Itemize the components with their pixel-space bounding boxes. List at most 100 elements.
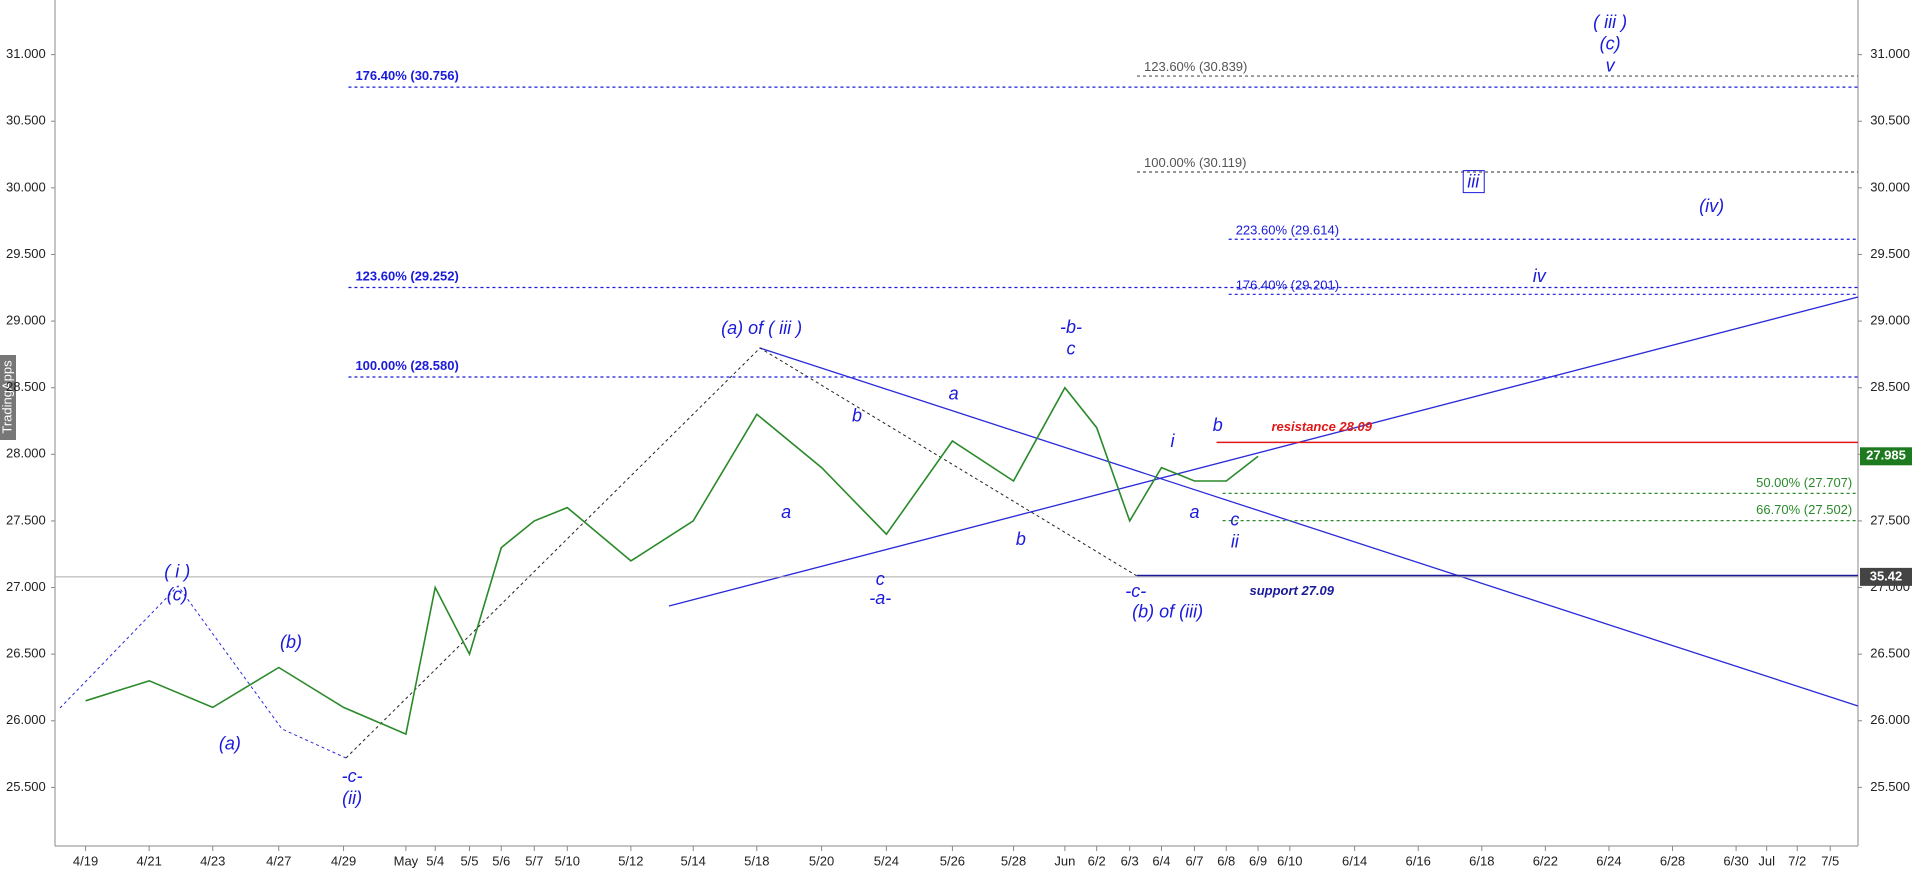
y-tick-label: 27.500: [6, 512, 46, 527]
y-tick-label: 30.000: [1870, 179, 1910, 194]
y-tick-label: 29.500: [6, 246, 46, 261]
wave-label: a: [949, 384, 959, 404]
x-tick-label: 6/10: [1277, 853, 1302, 868]
watermark: TradingApps: [0, 360, 14, 434]
y-tick-label: 30.500: [6, 113, 46, 128]
x-tick-label: Jun: [1054, 853, 1075, 868]
x-tick-label: 6/8: [1217, 853, 1235, 868]
x-tick-label: 5/10: [555, 853, 580, 868]
y-tick-label: 26.500: [6, 646, 46, 661]
last-price-label: 27.985: [1866, 448, 1906, 463]
x-tick-label: 6/9: [1249, 853, 1267, 868]
x-tick-label: May: [394, 853, 419, 868]
x-tick-label: 4/27: [266, 853, 291, 868]
y-tick-label: 26.000: [1870, 712, 1910, 727]
x-tick-label: 5/26: [940, 853, 965, 868]
wave-label: (ii): [342, 788, 362, 808]
x-tick-label: 6/16: [1406, 853, 1431, 868]
y-tick-label: 29.500: [1870, 246, 1910, 261]
wave-label: -b-: [1060, 317, 1082, 337]
y-tick-label: 26.000: [6, 712, 46, 727]
wave-label: iv: [1533, 266, 1547, 286]
wave-label: (c): [1600, 34, 1621, 54]
x-tick-label: 7/5: [1821, 853, 1839, 868]
x-tick-label: 4/29: [331, 853, 356, 868]
x-tick-label: 5/12: [618, 853, 643, 868]
y-tick-label: 30.500: [1870, 113, 1910, 128]
wave-label: (b) of (iii): [1132, 602, 1203, 622]
wave-label: (b): [280, 632, 302, 652]
crosshair-label: 35.42: [1870, 568, 1903, 583]
level-label: 66.70% (27.502): [1756, 502, 1852, 517]
watermark-bg: [0, 355, 16, 440]
x-tick-label: 6/2: [1088, 853, 1106, 868]
x-tick-label: 4/21: [137, 853, 162, 868]
wave-label: b: [1213, 415, 1223, 435]
x-tick-label: 6/24: [1596, 853, 1621, 868]
y-tick-label: 27.000: [6, 579, 46, 594]
y-tick-label: 30.000: [6, 179, 46, 194]
y-tick-label: 26.500: [1870, 646, 1910, 661]
level-label: support 27.09: [1249, 583, 1334, 598]
y-tick-label: 25.500: [6, 779, 46, 794]
y-tick-label: 31.000: [1870, 46, 1910, 61]
wave-guide: [59, 585, 347, 759]
wave-label: a: [781, 502, 791, 522]
wave-label: (a) of ( iii ): [721, 318, 802, 338]
y-tick-label: 29.000: [6, 313, 46, 328]
wave-label: ( iii ): [1593, 12, 1627, 32]
level-label: resistance 28.09: [1272, 419, 1373, 434]
level-label: 223.60% (29.614): [1236, 223, 1339, 238]
level-label: 100.00% (30.119): [1144, 155, 1246, 170]
wave-label: -a-: [869, 588, 891, 608]
crosshair-box: [1860, 567, 1912, 586]
wave-label: i: [1170, 431, 1175, 451]
trend-line: [759, 347, 1859, 707]
level-label: 123.60% (30.839): [1144, 59, 1247, 74]
wave-label: b: [1016, 529, 1026, 549]
x-tick-label: 5/14: [681, 853, 706, 868]
x-tick-label: 6/14: [1342, 853, 1367, 868]
trend-line: [668, 296, 1859, 607]
x-tick-label: 5/24: [874, 853, 899, 868]
x-tick-label: 5/6: [492, 853, 510, 868]
y-tick-label: 28.000: [6, 446, 46, 461]
level-label: 123.60% (29.252): [355, 269, 458, 284]
wave-label: ii: [1231, 531, 1240, 551]
x-tick-label: 6/18: [1469, 853, 1494, 868]
wave-guide: [345, 347, 1138, 759]
y-tick-label: 27.500: [1870, 512, 1910, 527]
y-tick-label: 28.500: [6, 379, 46, 394]
x-tick-label: 4/23: [200, 853, 225, 868]
last-price-box: [1860, 447, 1912, 466]
wave-label: -c-: [342, 766, 363, 786]
x-tick-label: 5/18: [744, 853, 769, 868]
wave-label: a: [1189, 502, 1199, 522]
x-tick-label: 6/22: [1533, 853, 1558, 868]
x-tick-label: 7/2: [1788, 853, 1806, 868]
level-label: 176.40% (29.201): [1236, 278, 1339, 293]
y-tick-label: 29.000: [1870, 313, 1910, 328]
y-tick-label: 25.500: [1870, 779, 1910, 794]
x-tick-label: Jul: [1758, 853, 1775, 868]
price-line: [85, 386, 1259, 736]
y-tick-label: 28.500: [1870, 379, 1910, 394]
x-tick-label: 5/5: [460, 853, 478, 868]
x-tick-label: 5/28: [1001, 853, 1026, 868]
wave-label: c: [1230, 509, 1239, 529]
watermark-box: TradingApps: [0, 355, 16, 440]
x-tick-label: 6/28: [1660, 853, 1685, 868]
x-tick-label: 6/4: [1152, 853, 1170, 868]
x-tick-label: 6/30: [1723, 853, 1748, 868]
x-tick-label: 5/7: [525, 853, 543, 868]
wave-box: [1462, 170, 1485, 194]
x-tick-label: 5/20: [809, 853, 834, 868]
wave-label: iii: [1467, 172, 1480, 192]
wave-label: ( i ): [164, 562, 190, 582]
wave-label: c: [876, 569, 885, 589]
wave-label: (c): [167, 585, 188, 605]
x-tick-label: 4/19: [73, 853, 98, 868]
wave-label: b: [852, 405, 862, 425]
